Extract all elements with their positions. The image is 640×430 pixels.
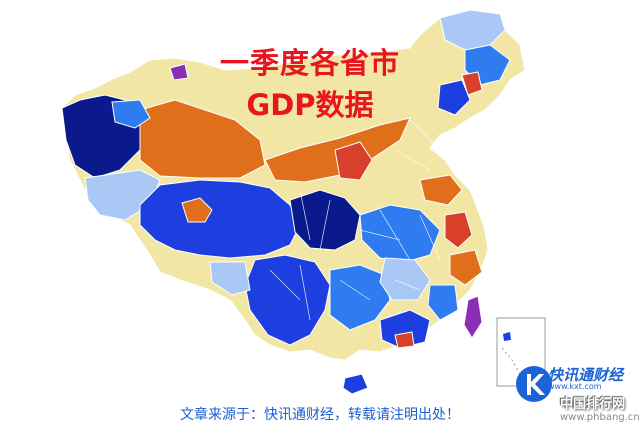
k-letter-shape: [527, 374, 545, 395]
kxt-logo: [516, 366, 552, 402]
region-tibet: [139, 179, 301, 259]
inset-island: [503, 332, 511, 341]
watermark-site-name: 中国排行网: [560, 397, 626, 412]
region-north-purple: [169, 63, 189, 81]
title-line-1: 一季度各省市: [219, 46, 400, 80]
region-heilongjiang: [439, 9, 506, 51]
region-xinjiang-east: [139, 99, 266, 179]
region-south-coast-red: [394, 331, 415, 349]
region-north-blue: [111, 99, 151, 129]
region-sichuan: [289, 189, 361, 251]
title-line-2: GDP数据: [246, 88, 374, 122]
region-fujian: [427, 284, 459, 321]
watermark-url: www.phbang.cn: [560, 412, 640, 423]
region-tibet-orange: [181, 197, 213, 223]
logo-url: www.kxt.com: [548, 382, 602, 391]
region-jiangsu: [444, 211, 473, 249]
region-shandong: [419, 174, 463, 206]
region-guangdong: [379, 309, 431, 349]
region-hunan: [379, 257, 431, 301]
region-hebei: [334, 141, 373, 181]
region-yunnan: [244, 254, 331, 346]
region-taiwan: [463, 295, 483, 339]
logo-name: 快讯通财经: [548, 366, 624, 384]
region-central: [359, 204, 441, 263]
region-zhejiang: [449, 249, 483, 286]
region-south-light: [209, 261, 251, 296]
region-northeast-red: [461, 71, 483, 96]
county-borders: [269, 119, 461, 321]
region-liaoning: [437, 79, 471, 116]
region-hainan: [342, 373, 369, 395]
source-caption: 文章来源于：快讯通财经，转载请注明出处！: [180, 407, 460, 423]
region-guangxi: [329, 264, 391, 331]
